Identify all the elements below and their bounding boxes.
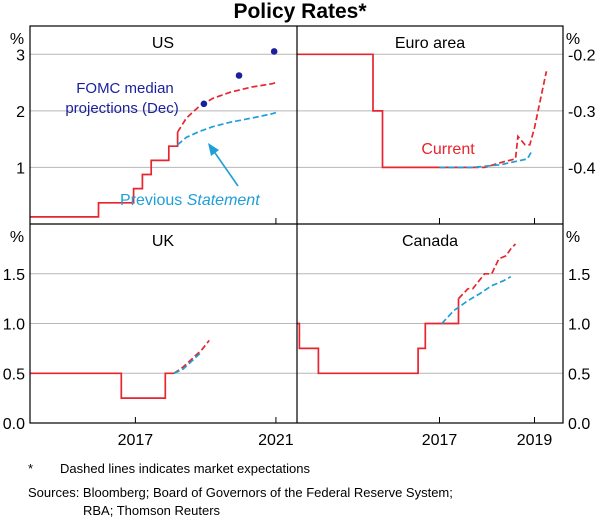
actual-rate-line-us xyxy=(30,132,179,218)
unit-label: % xyxy=(566,229,580,246)
fomc-annotation-line-2: projections (Dec) xyxy=(65,100,178,117)
panel-euro: -0.2 -0.3 -0.4% Euro area Current xyxy=(297,31,596,224)
y-tick-label: 0.0 xyxy=(3,416,25,433)
previous-statement-line-canada xyxy=(441,275,512,325)
policy-rates-chart: Policy Rates* 1 2 3% US 2021 FOMC median proje… xyxy=(3,0,596,449)
y-tick-label: 1.0 xyxy=(568,317,590,334)
annotation-arrow-shaft xyxy=(212,149,239,187)
previous-statement-line-euro xyxy=(439,150,533,169)
fomc-annotation-line-1: FOMC median xyxy=(76,80,174,97)
y-tick-label: 0.5 xyxy=(3,366,25,383)
unit-label: % xyxy=(566,31,580,48)
y-tick-label: 1.0 xyxy=(3,317,25,334)
current-expectation-line-canada xyxy=(457,243,517,300)
y-tick-label: 0.0 xyxy=(568,416,590,433)
panel-canada: 0.0 0.5 1.0 1.5% Canada 2017 2019 xyxy=(297,229,590,449)
previous-label-part: Previous xyxy=(120,192,187,209)
current-annotation: Current xyxy=(421,141,475,158)
previous-statement-line-us xyxy=(177,111,277,146)
actual-rate-line-canada xyxy=(297,298,460,375)
current-expectation-line-uk xyxy=(173,339,210,375)
panel-title-uk: UK xyxy=(152,233,175,250)
y-tick-label: 3 xyxy=(16,47,25,64)
y-tick-label: -0.4 xyxy=(568,160,596,177)
fomc-projection-point xyxy=(270,48,278,55)
previous-statement-line-uk xyxy=(173,350,203,375)
actual-rate-line-uk xyxy=(30,372,174,399)
x-tick-label: 2019 xyxy=(517,432,553,449)
panel-title-canada: Canada xyxy=(402,233,458,250)
y-tick-label: 1.5 xyxy=(3,267,25,284)
panel-us: 1 2 3% US 2021 FOMC median projections (Dec) Pr… xyxy=(10,31,297,449)
previous-statement-label: Previous Statement xyxy=(120,192,260,209)
y-tick-label: -0.2 xyxy=(568,47,596,64)
y-tick-label: 1.5 xyxy=(568,267,590,284)
footnote-marker: * xyxy=(28,461,34,476)
panel-title-euro: Euro area xyxy=(395,35,465,52)
actual-rate-line-euro xyxy=(297,53,473,169)
x-tick-label: 2021 xyxy=(258,432,294,449)
y-tick-label: -0.3 xyxy=(568,104,596,121)
fomc-projection-point xyxy=(200,100,208,108)
y-tick-label: 2 xyxy=(16,104,25,121)
panel-uk: 0.0 0.5 1.0 1.5% UK 2017 xyxy=(3,229,297,449)
chart-title: Policy Rates* xyxy=(233,0,367,23)
y-tick-label: 0.5 xyxy=(568,366,590,383)
unit-label: % xyxy=(10,229,24,246)
unit-label: % xyxy=(10,31,24,48)
x-tick-label: 2017 xyxy=(422,432,458,449)
statement-label-part: Statement xyxy=(187,192,260,209)
x-tick-label: 2017 xyxy=(118,432,154,449)
footnote-text: Dashed lines indicates market expectatio… xyxy=(60,461,311,476)
sources-line-1: Sources: Bloomberg; Board of Governors o… xyxy=(28,485,453,500)
sources-line-2: RBA; Thomson Reuters xyxy=(83,503,221,518)
current-expectation-line-us xyxy=(176,81,277,133)
fomc-projection-point xyxy=(235,72,243,79)
current-expectation-line-euro xyxy=(472,71,548,169)
y-tick-label: 1 xyxy=(16,160,25,177)
panel-title-us: US xyxy=(152,35,174,52)
annotation-arrow-head xyxy=(208,143,219,156)
